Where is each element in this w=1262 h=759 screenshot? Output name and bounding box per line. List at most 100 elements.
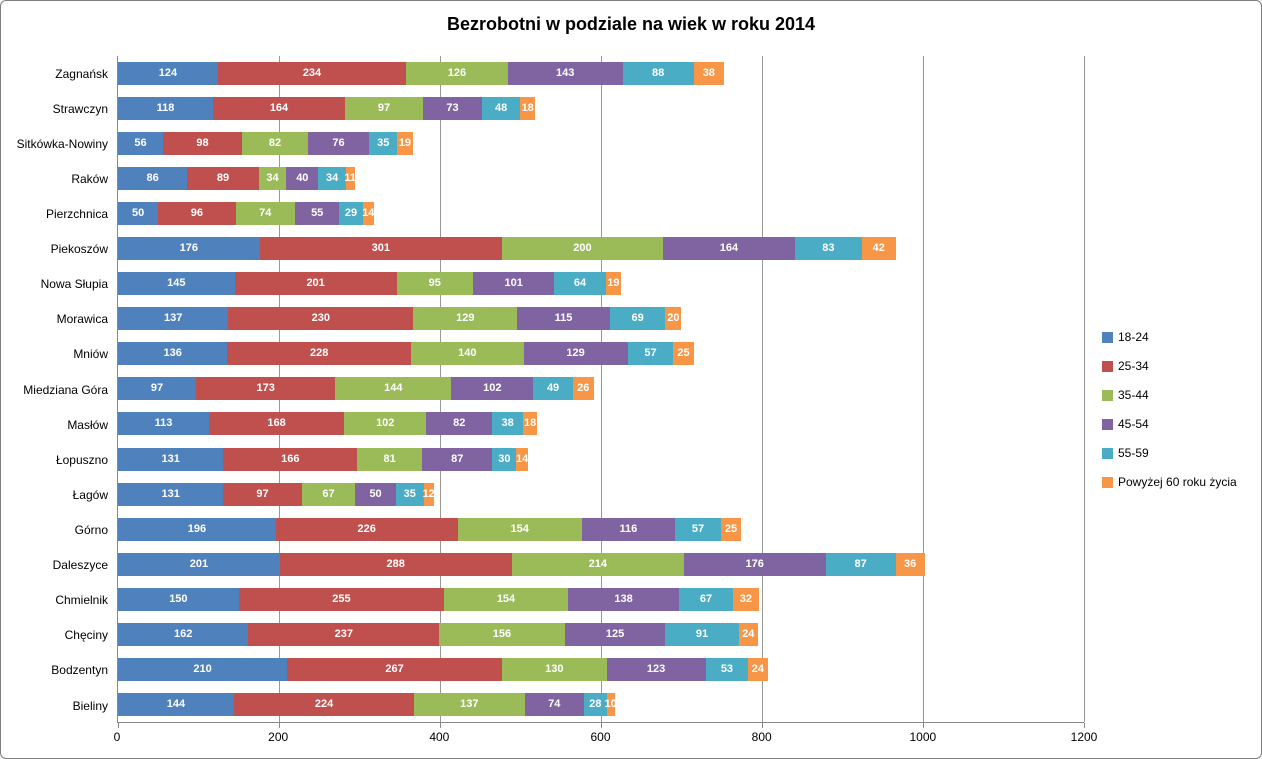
bar-segment: 53 [705, 657, 749, 681]
bar-segment: 131 [118, 482, 224, 506]
bar-value-label: 74 [259, 207, 272, 220]
legend-label: 18-24 [1118, 330, 1149, 344]
bar-value-label: 129 [456, 312, 475, 325]
category-label: Sitkówka-Nowiny [16, 136, 108, 151]
bar-segment: 19 [605, 272, 622, 296]
bar-value-label: 210 [193, 662, 212, 675]
bar-segment: 115 [517, 307, 610, 331]
bar-segment: 34 [318, 167, 346, 191]
bar-value-label: 154 [510, 522, 529, 535]
bar-value-label: 35 [403, 487, 416, 500]
legend-label: 25-34 [1118, 359, 1149, 373]
bar-value-label: 49 [546, 382, 560, 395]
bar-segment: 173 [196, 377, 336, 401]
bar-segment: 19 [397, 132, 413, 156]
stacked-bar: 118 164 97 73 48 18 [118, 97, 1084, 121]
bar-row: 162 237 156 125 91 24 [118, 617, 1084, 652]
stacked-bar: 113 168 102 82 38 18 [118, 412, 1084, 436]
bar-segment: 25 [720, 517, 742, 541]
bar-segment: 74 [235, 202, 296, 226]
bar-value-label: 143 [555, 67, 575, 80]
bar-segment: 42 [861, 237, 896, 261]
bar-segment: 154 [444, 587, 568, 611]
bar-value-label: 57 [644, 347, 657, 360]
bar-segment: 176 [683, 552, 826, 576]
bar-value-label: 55 [311, 207, 324, 220]
bar-segment: 210 [118, 657, 288, 681]
bar-value-label: 200 [573, 242, 592, 255]
legend-label: 35-44 [1118, 388, 1149, 402]
bar-segment: 88 [622, 62, 694, 86]
bar-segment: 73 [423, 97, 482, 121]
bar-value-label: 228 [310, 347, 329, 360]
bar-value-label: 42 [872, 242, 885, 255]
bar-value-label: 18 [523, 417, 537, 430]
bar-value-label: 24 [742, 627, 755, 640]
bar-value-label: 131 [161, 487, 180, 500]
bar-segment: 156 [439, 622, 565, 646]
bar-value-label: 28 [589, 697, 602, 710]
legend-item: 18-24 [1102, 331, 1237, 343]
bar-value-label: 35 [377, 137, 390, 150]
bar-segment: 87 [422, 447, 493, 471]
bar-value-label: 173 [256, 382, 275, 395]
bar-value-label: 20 [667, 312, 680, 325]
category-label: Górno [74, 522, 108, 537]
bar-value-label: 176 [745, 557, 764, 570]
bar-row: 150 255 154 138 67 32 [118, 582, 1084, 617]
bar-segment: 168 [208, 412, 345, 436]
bar-segment: 288 [279, 552, 512, 576]
bar-value-label: 154 [496, 592, 516, 605]
legend-label: Powyżej 60 roku życia [1118, 475, 1237, 489]
bar-value-label: 101 [504, 277, 523, 290]
bar-segment: 145 [118, 272, 235, 296]
legend-item: 25-34 [1102, 360, 1237, 372]
bar-value-label: 25 [724, 522, 738, 535]
bar-value-label: 130 [545, 662, 564, 675]
bar-segment: 137 [118, 307, 229, 331]
bar-value-label: 214 [588, 557, 607, 570]
bar-value-label: 255 [332, 592, 351, 605]
value-axis-labels: 0 200 400 600 800 1000 1200 [114, 730, 1098, 746]
category-label: Mniów [73, 347, 108, 362]
axis-tick [1084, 723, 1085, 728]
bar-value-label: 26 [577, 382, 590, 395]
bar-segment: 82 [426, 412, 493, 436]
legend-item: 35-44 [1102, 389, 1237, 401]
category-label: Pierzchnica [45, 206, 108, 221]
stacked-bar: 131 97 67 50 35 12 [118, 482, 1084, 506]
bar-value-label: 95 [428, 277, 441, 290]
bar-value-label: 76 [332, 137, 345, 150]
legend-swatch-icon [1102, 389, 1113, 401]
bar-segment: 14 [362, 202, 374, 226]
category-label: Miedziana Góra [23, 382, 108, 397]
bar-row: 56 98 82 76 35 19 [118, 126, 1084, 161]
bar-value-label: 168 [267, 417, 286, 430]
stacked-bar: 137 230 129 115 69 20 [118, 307, 1084, 331]
bar-value-label: 87 [854, 557, 867, 570]
bar-value-label: 50 [369, 487, 382, 500]
bar-value-label: 267 [385, 662, 404, 675]
legend-swatch-icon [1102, 331, 1113, 343]
bar-value-label: 19 [398, 137, 412, 150]
bar-segment: 143 [507, 62, 623, 86]
bar-value-label: 98 [196, 137, 209, 150]
bar-row: 131 97 67 50 35 12 [118, 477, 1084, 512]
legend-item: 45-54 [1102, 418, 1237, 430]
bar-value-label: 89 [216, 172, 230, 185]
bar-segment: 64 [554, 272, 606, 296]
bar-value-label: 12 [422, 487, 435, 500]
bar-value-label: 91 [695, 627, 709, 640]
bar-value-label: 34 [325, 172, 339, 185]
bar-row: 131 166 81 87 30 14 [118, 442, 1084, 477]
bar-value-label: 201 [189, 557, 209, 570]
bar-value-label: 97 [256, 487, 269, 500]
bar-value-label: 230 [311, 312, 331, 325]
bar-value-label: 137 [163, 312, 183, 325]
category-label: Piekoszów [50, 242, 108, 257]
bar-segment: 102 [344, 412, 427, 436]
gridline [1084, 56, 1085, 722]
bar-segment: 69 [609, 307, 666, 331]
bar-value-label: 82 [268, 137, 282, 150]
bar-value-label: 129 [566, 347, 585, 360]
